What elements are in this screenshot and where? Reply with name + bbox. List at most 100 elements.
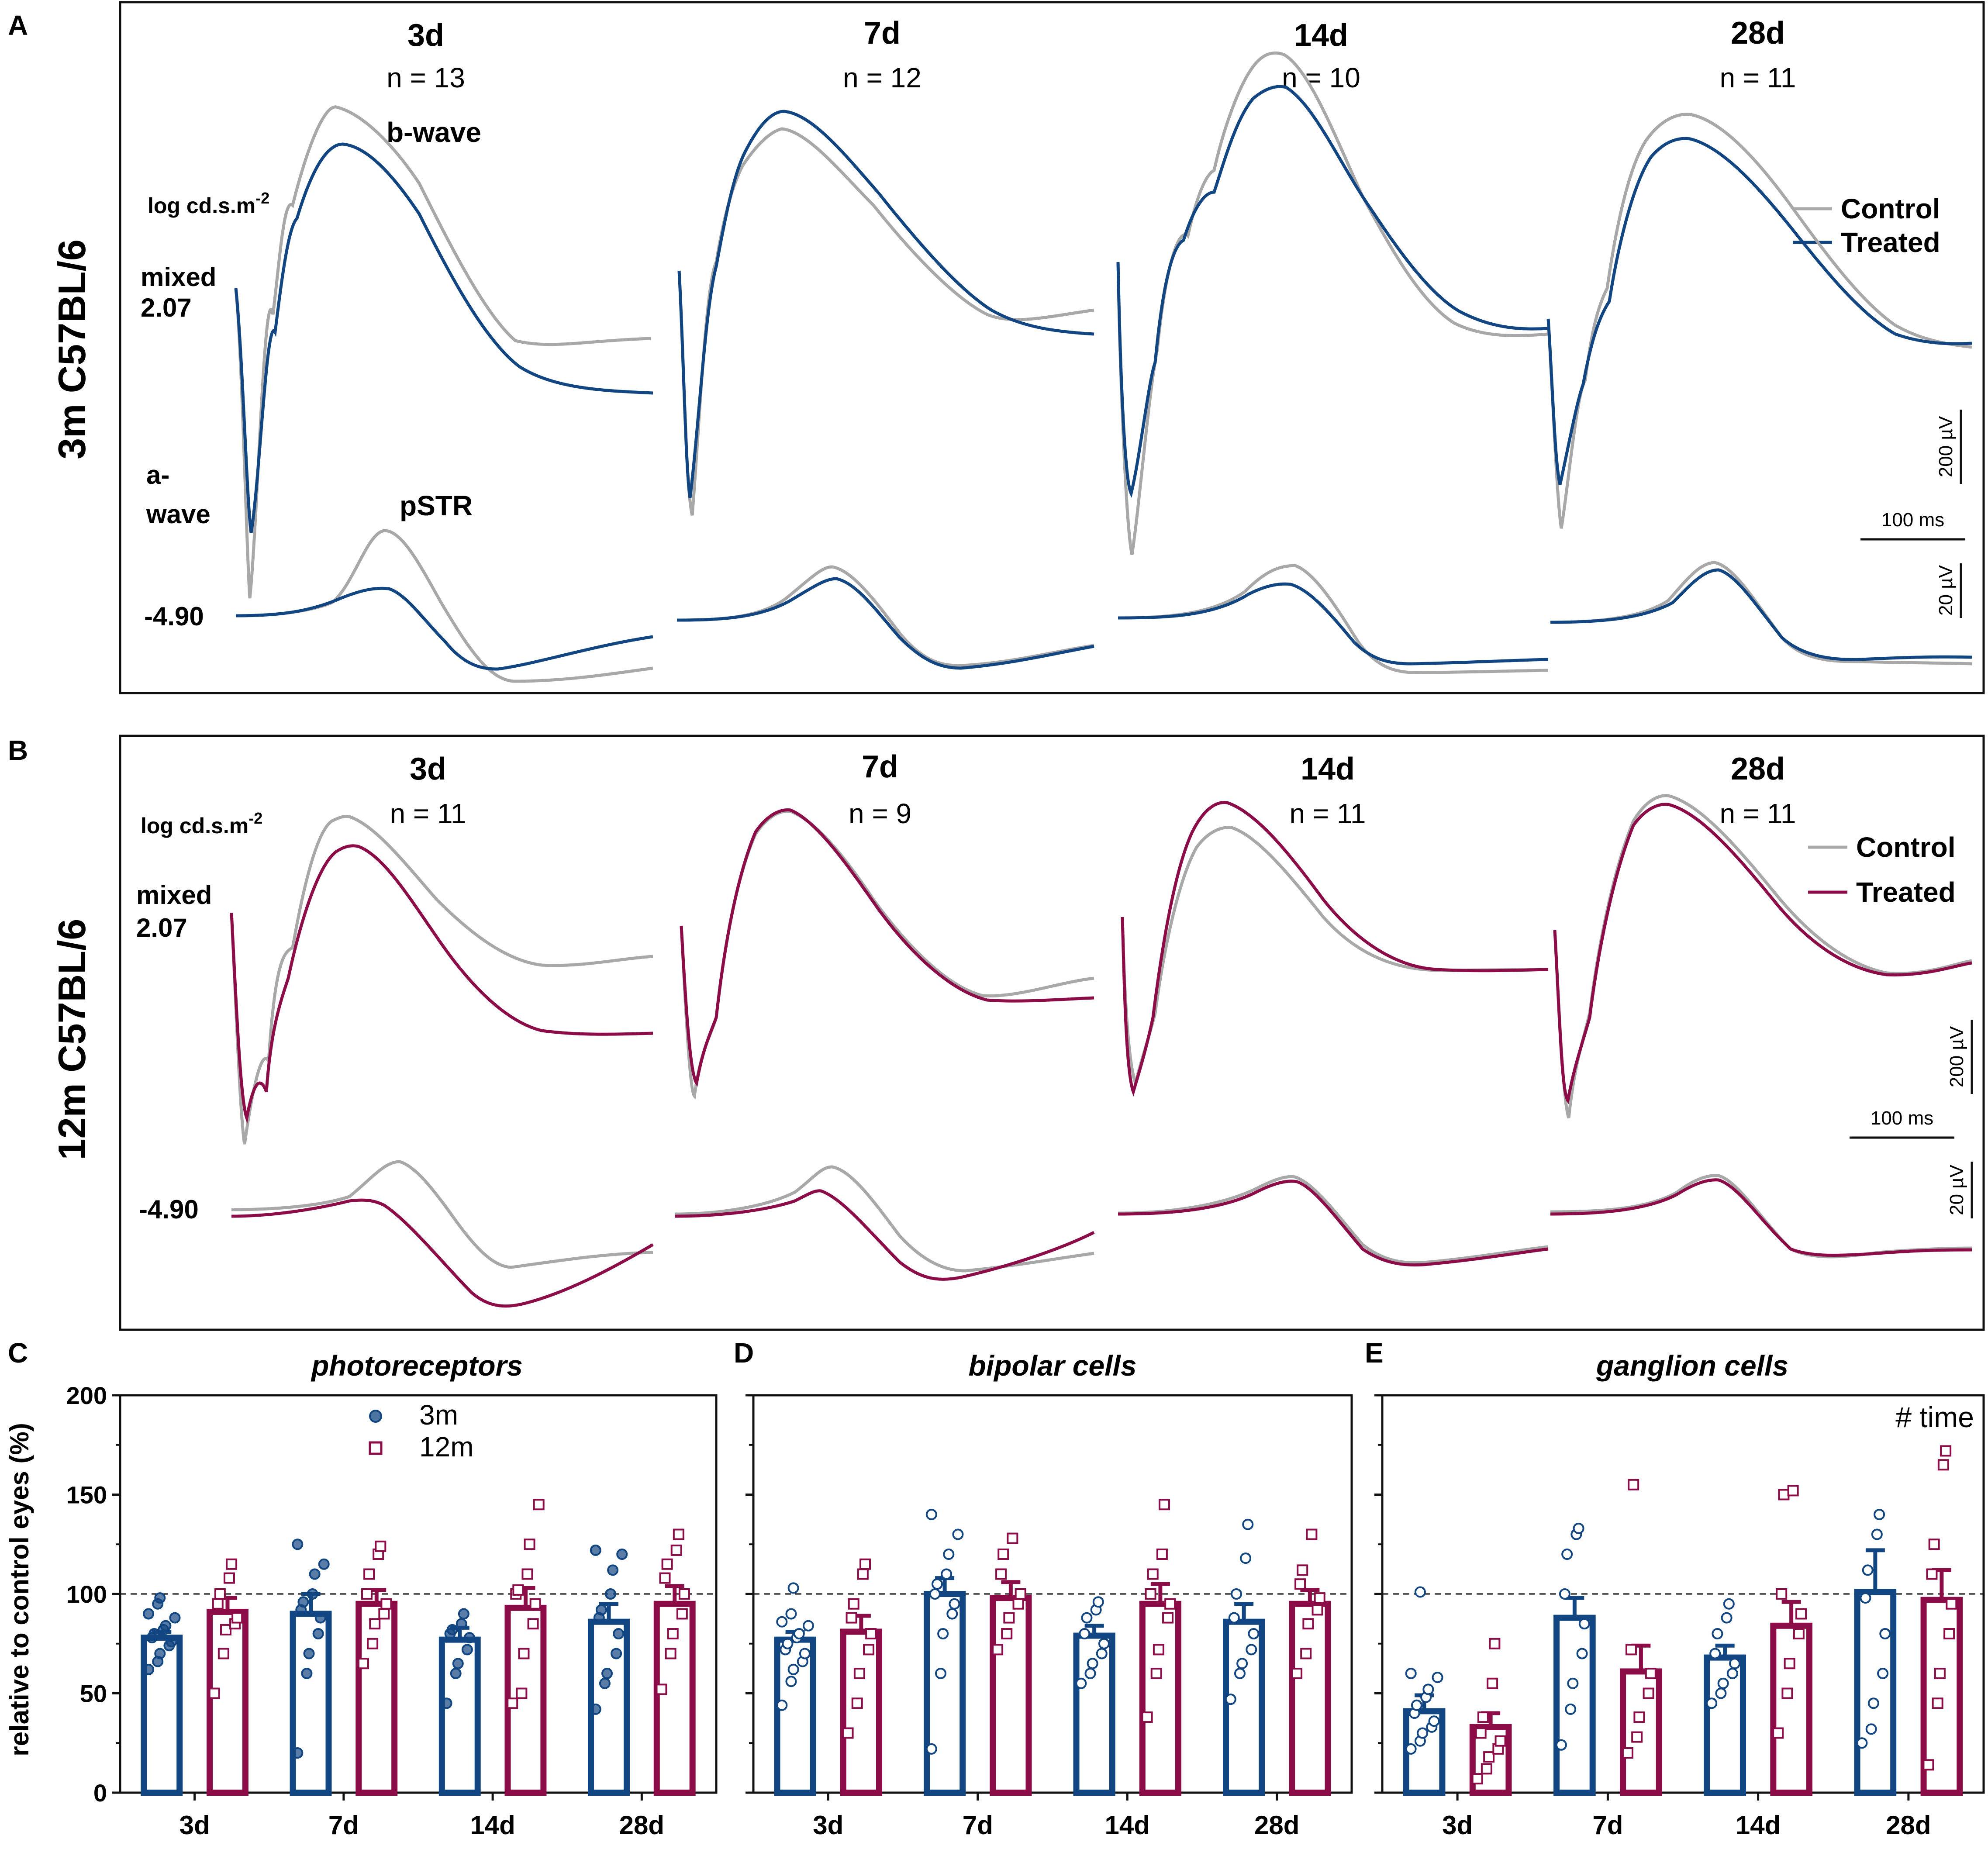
trace-b-3d-pstr-control xyxy=(231,1160,653,1269)
bar-12m-3d xyxy=(840,1628,882,1796)
data-point-3m xyxy=(1084,1668,1096,1679)
mixed-label: mixed xyxy=(136,880,212,910)
data-point-3m xyxy=(1414,1586,1426,1598)
n-label: n = 13 xyxy=(387,62,465,93)
data-point-3m xyxy=(441,1697,452,1709)
data-point-3m xyxy=(601,1668,613,1679)
data-point-12m xyxy=(1164,1598,1176,1610)
data-point-12m xyxy=(512,1584,524,1596)
data-point-3m xyxy=(952,1528,964,1540)
x-tick-label: 28d xyxy=(619,1811,664,1840)
data-point-3m xyxy=(458,1608,469,1620)
timepoint-header-b-3d: 3d n = 11 xyxy=(390,752,466,829)
data-point-3m xyxy=(1092,1596,1104,1608)
data-point-3m xyxy=(1242,1518,1254,1530)
data-point-12m xyxy=(1007,1532,1018,1544)
chart-title-c: photoreceptors xyxy=(311,1349,523,1382)
data-point-3m xyxy=(292,1539,304,1550)
data-point-3m xyxy=(303,1648,315,1659)
legend-3m-label: 3m xyxy=(419,1399,458,1431)
data-point-3m xyxy=(802,1620,814,1632)
mixed-label: mixed xyxy=(141,262,216,292)
panel-a: A 3m C57BL/6 3d n = 13 7d n = 12 14d n =… xyxy=(8,1,1985,694)
panel-d: D bipolar cells 3d 7d 14d 28d xyxy=(734,1337,1353,1840)
data-point-12m xyxy=(1489,1638,1501,1649)
data-point-3m xyxy=(1432,1672,1443,1683)
data-point-12m xyxy=(1471,1773,1483,1785)
data-point-3m xyxy=(1417,1727,1429,1739)
day-label: 3d xyxy=(410,752,446,787)
trace-a-3d-mixed-control xyxy=(234,105,651,599)
trace-a-28d-mixed-treated xyxy=(1546,137,1972,485)
data-point-12m xyxy=(1314,1592,1325,1604)
bar-12m-7d xyxy=(990,1595,1032,1796)
b-wave-label: b-wave xyxy=(387,117,481,148)
scale-label-mixed-amp: 200 µV xyxy=(1935,416,1957,477)
trace-a-14d-mixed-treated xyxy=(1116,85,1549,498)
n-label: n = 9 xyxy=(849,798,911,829)
trace-b-3d-mixed-control xyxy=(230,814,653,1145)
data-point-3m xyxy=(931,1578,943,1590)
trace-a-7d-mixed-treated xyxy=(677,110,1094,498)
data-point-12m xyxy=(1162,1612,1174,1624)
data-point-3m xyxy=(1726,1668,1738,1679)
data-point-3m xyxy=(1565,1703,1577,1715)
data-point-3m xyxy=(1573,1522,1584,1534)
timepoint-header-b-14d: 14d n = 11 xyxy=(1290,752,1366,829)
data-point-12m xyxy=(507,1697,518,1709)
trace-b-28d-mixed-control xyxy=(1553,794,1972,1119)
scotopic-value: -4.90 xyxy=(139,1195,199,1224)
data-point-12m xyxy=(231,1612,243,1624)
data-point-12m xyxy=(661,1558,673,1570)
data-point-12m xyxy=(678,1588,690,1600)
pstr-label: pSTR xyxy=(400,490,473,521)
data-point-3m xyxy=(1862,1564,1874,1576)
data-point-3m xyxy=(1234,1668,1246,1679)
x-tick-label: 14d xyxy=(1105,1811,1150,1840)
n-label: n = 11 xyxy=(1720,798,1796,829)
data-point-12m xyxy=(1494,1735,1506,1747)
data-point-12m xyxy=(1015,1588,1026,1600)
data-point-3m xyxy=(787,1582,799,1594)
data-point-3m xyxy=(1096,1648,1108,1659)
trace-b-14d-mixed-control xyxy=(1121,826,1549,1088)
data-point-12m xyxy=(226,1558,238,1570)
data-point-12m xyxy=(1141,1711,1153,1723)
bar-3m-7d xyxy=(924,1591,966,1796)
data-point-3m xyxy=(169,1612,181,1624)
bar-12m-14d xyxy=(1139,1601,1181,1796)
day-label: 3d xyxy=(407,18,444,53)
data-point-12m xyxy=(378,1608,390,1620)
erg-traces-a xyxy=(234,51,1972,683)
trace-b-7d-mixed-control xyxy=(680,810,1094,1100)
data-point-3m xyxy=(154,1648,166,1659)
data-point-3m xyxy=(785,1676,797,1687)
data-point-12m xyxy=(1294,1578,1306,1590)
bar-12m-7d xyxy=(355,1601,398,1796)
data-point-12m xyxy=(1306,1528,1318,1540)
data-point-3m xyxy=(929,1588,941,1600)
x-tick-label: 3d xyxy=(179,1811,210,1840)
data-point-12m xyxy=(1145,1588,1156,1600)
chart-title-e: ganglion cells xyxy=(1596,1349,1788,1382)
panel-letter-c: C xyxy=(8,1337,28,1369)
data-point-3m xyxy=(1561,1549,1573,1560)
data-point-12m xyxy=(1302,1618,1314,1630)
data-point-3m xyxy=(799,1648,811,1659)
data-point-12m xyxy=(1778,1489,1790,1501)
data-point-12m xyxy=(1483,1751,1495,1763)
scale-label-mixed-amp: 200 µV xyxy=(1946,1026,1967,1087)
data-point-12m xyxy=(859,1558,871,1570)
data-point-3m xyxy=(946,1608,958,1620)
data-point-3m xyxy=(776,1616,788,1628)
scale-label-time: 100 ms xyxy=(1881,509,1944,531)
data-point-3m xyxy=(595,1604,607,1616)
panel-letter-e: E xyxy=(1365,1337,1384,1369)
x-tick-label: 14d xyxy=(1736,1811,1781,1840)
data-point-3m xyxy=(613,1628,625,1639)
day-label: 14d xyxy=(1294,18,1348,53)
data-point-3m xyxy=(935,1668,946,1679)
mixed-value: 2.07 xyxy=(141,293,192,322)
scotopic-value: -4.90 xyxy=(144,602,204,631)
